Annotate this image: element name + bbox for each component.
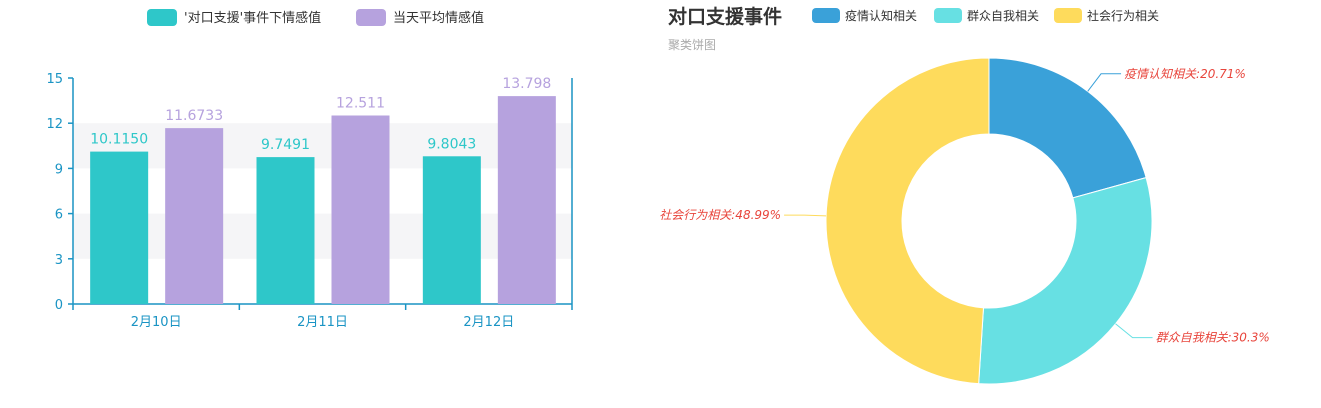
grid-band — [73, 213, 572, 259]
legend-item-slice-1[interactable]: 疫情认知相关 — [812, 8, 917, 23]
y-tick-label: 9 — [55, 162, 63, 177]
donut-chart: 对口支援事件 聚类饼图 疫情认知相关 群众自我相关 社会行为相关 疫情认知相关:… — [659, 5, 1270, 385]
legend-item-series-1[interactable]: '对口支援'事件下情感值 — [147, 9, 321, 26]
y-tick-label: 12 — [46, 117, 63, 132]
legend-swatch-slice-1 — [812, 8, 840, 23]
x-tick-label: 2月11日 — [297, 315, 348, 330]
donut-slice-label: 社会行为相关:48.99% — [659, 208, 781, 222]
chart-subtitle: 聚类饼图 — [668, 38, 716, 52]
donut-leader-line — [1115, 323, 1153, 339]
bar[interactable] — [165, 128, 224, 304]
bar[interactable] — [90, 151, 149, 304]
bar-chart-legend[interactable]: '对口支援'事件下情感值 当天平均情感值 — [147, 9, 484, 26]
donut-slice-label: 疫情认知相关:20.71% — [1124, 67, 1246, 81]
donut-slice[interactable] — [825, 57, 990, 385]
donut-legend[interactable]: 疫情认知相关 群众自我相关 社会行为相关 — [812, 8, 1159, 23]
donut-leader-line — [784, 214, 827, 217]
donut-slice-label: 群众自我相关:30.3% — [1156, 331, 1270, 345]
y-tick-label: 3 — [55, 253, 63, 268]
bar-marks: 10.1150 9.7491 9.8043 11.6733 12.511 13.798 — [90, 76, 556, 304]
grid-band — [73, 123, 572, 169]
legend-swatch-series-1 — [147, 9, 177, 26]
legend-label-series-1: '对口支援'事件下情感值 — [184, 10, 321, 26]
donut-slice[interactable] — [988, 57, 1147, 199]
chart-axes: 0 3 6 9 12 15 2月10日 2月11日 2月12日 — [46, 72, 573, 330]
legend-swatch-slice-3 — [1054, 8, 1082, 23]
bar[interactable] — [497, 96, 556, 304]
legend-item-slice-2[interactable]: 群众自我相关 — [934, 8, 1039, 23]
donut-slices — [825, 57, 1153, 385]
bar[interactable] — [422, 156, 481, 304]
bar-value-label: 12.511 — [336, 96, 385, 112]
legend-swatch-series-2 — [356, 9, 386, 26]
y-tick-label: 0 — [55, 298, 63, 313]
bar-chart: '对口支援'事件下情感值 当天平均情感值 0 3 6 9 12 15 2月10日 2月11日 2… — [46, 9, 573, 330]
bar-value-label: 9.8043 — [427, 136, 476, 152]
bar[interactable] — [256, 157, 315, 304]
bar-value-label: 11.6733 — [165, 108, 223, 124]
bar-value-label: 9.7491 — [261, 137, 310, 153]
x-tick-label: 2月10日 — [131, 315, 182, 330]
y-tick-label: 15 — [46, 72, 63, 87]
bar-value-label: 10.1150 — [90, 132, 148, 148]
donut-labels: 疫情认知相关:20.71% 群众自我相关:30.3% 社会行为相关:48.99% — [659, 67, 1269, 345]
legend-label-slice-3: 社会行为相关 — [1087, 8, 1159, 23]
donut-leader-line — [1087, 73, 1122, 92]
grid-bands — [73, 123, 572, 259]
legend-swatch-slice-2 — [934, 8, 962, 23]
x-tick-label: 2月12日 — [463, 315, 514, 330]
bar-value-label: 13.798 — [502, 76, 551, 92]
chart-title: 对口支援事件 — [668, 5, 782, 28]
legend-item-series-2[interactable]: 当天平均情感值 — [356, 9, 484, 26]
legend-label-series-2: 当天平均情感值 — [393, 10, 484, 26]
legend-label-slice-2: 群众自我相关 — [967, 9, 1039, 23]
legend-item-slice-3[interactable]: 社会行为相关 — [1054, 8, 1159, 23]
bar[interactable] — [331, 115, 390, 304]
donut-slice[interactable] — [978, 176, 1153, 385]
legend-label-slice-1: 疫情认知相关 — [845, 8, 917, 23]
y-tick-label: 6 — [55, 208, 63, 223]
